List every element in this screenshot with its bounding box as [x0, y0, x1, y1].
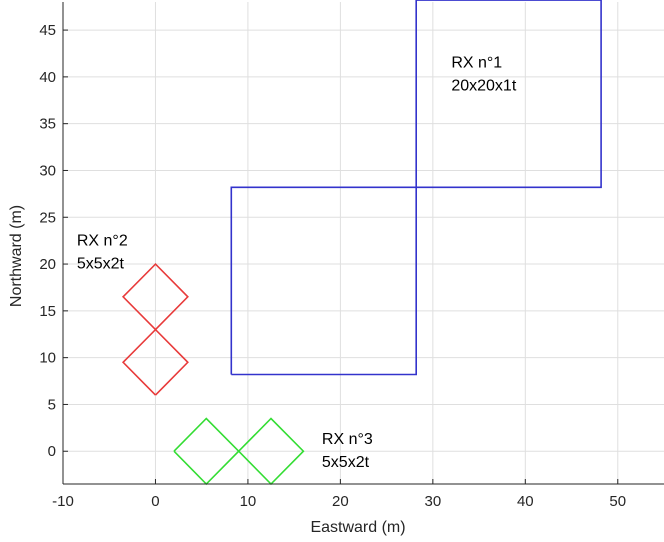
- x-axis-label: Eastward (m): [310, 519, 405, 536]
- y-tick-label: 35: [39, 116, 56, 133]
- annotation-line: RX n°2: [77, 232, 128, 249]
- y-tick-label: 45: [39, 22, 56, 39]
- y-tick-label: 5: [48, 396, 56, 413]
- annotation-line: RX n°1: [451, 55, 502, 72]
- annotation-line: 20x20x1t: [451, 78, 516, 95]
- y-axis-label: Northward (m): [8, 205, 25, 307]
- x-tick-label: 40: [517, 493, 534, 510]
- y-tick-label: 40: [39, 69, 56, 86]
- axes: [62, 2, 664, 485]
- annotation-1: RX n°1 20x20x1t: [451, 55, 516, 95]
- series-3-shape-2: [238, 417, 305, 486]
- y-tick-label: 0: [48, 443, 56, 460]
- series-layer: [121, 0, 602, 486]
- y-tick-label: 25: [39, 209, 56, 226]
- series-1-shape-2: [415, 0, 602, 189]
- y-tick-label: 10: [39, 350, 56, 367]
- grid: [62, 2, 664, 484]
- annotation-line: RX n°3: [322, 431, 373, 448]
- y-tick-label: 30: [39, 162, 56, 179]
- annotation-line: 5x5x2t: [77, 255, 125, 272]
- annotations: RX n°1 20x20x1t RX n°2 5x5x2t RX n°3 5x5x2t: [77, 55, 517, 471]
- x-tick-label: 30: [425, 493, 442, 510]
- x-tick-label: 20: [332, 493, 349, 510]
- tick-labels: -10 0 10 20 30 40 50 0 5 10 15 20 25 30 35 40 45: [39, 22, 626, 510]
- x-tick-label: 50: [609, 493, 626, 510]
- series-1-shape-1: [230, 186, 418, 376]
- x-tick-label: 0: [151, 493, 159, 510]
- y-tick-label: 20: [39, 256, 56, 273]
- annotation-3: RX n°3 5x5x2t: [322, 431, 373, 471]
- annotation-2: RX n°2 5x5x2t: [77, 232, 128, 272]
- annotation-line: 5x5x2t: [322, 454, 370, 471]
- y-tick-label: 15: [39, 303, 56, 320]
- x-tick-label: 10: [240, 493, 257, 510]
- x-tick-label: -10: [52, 493, 74, 510]
- series-2-shape-2: [121, 262, 189, 331]
